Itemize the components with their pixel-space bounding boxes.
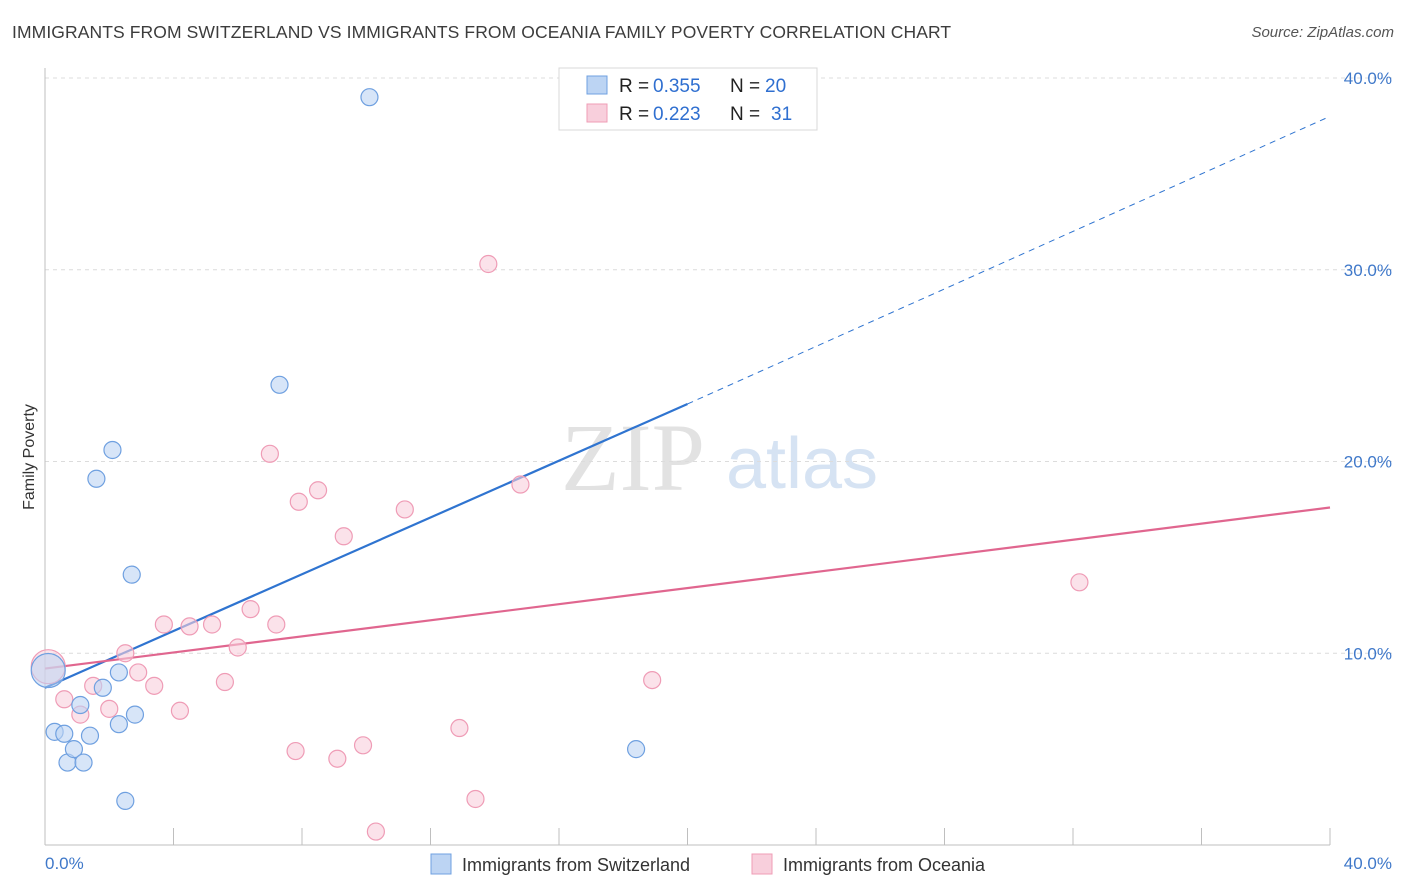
data-point-oceania [202, 615, 222, 634]
data-point-oceania [334, 527, 353, 546]
data-point-oceania [286, 741, 305, 761]
data-point-switzerland [122, 565, 141, 584]
trend-lines [44, 115, 1331, 689]
data-point-switzerland [87, 469, 106, 488]
data-point-oceania [395, 500, 414, 519]
y-tick-label: 10.0% [1344, 644, 1392, 663]
x-tick-label-min: 0.0% [45, 854, 84, 873]
data-point-oceania [215, 672, 234, 692]
data-point-switzerland [125, 705, 145, 724]
legend-swatch-oceania [751, 853, 773, 875]
data-point-oceania [129, 663, 148, 682]
data-point-oceania [1070, 573, 1089, 592]
stats-legend: R = 0.355 N = 20 R = 0.223 N = 31 [558, 67, 818, 131]
data-point-oceania [170, 701, 190, 720]
y-tick-label: 40.0% [1344, 69, 1392, 88]
stats-r-label-oceania: R = [619, 104, 649, 125]
stats-r-value-oceania: 0.223 [653, 104, 701, 125]
legend-swatch-switzerland [430, 853, 452, 875]
data-point-switzerland [109, 663, 128, 682]
stats-r-value-switzerland: 0.355 [653, 76, 701, 97]
data-point-switzerland [270, 375, 289, 394]
stats-n-value-switzerland: 20 [765, 76, 786, 97]
stats-n-value-oceania: 31 [771, 104, 792, 125]
data-point-oceania [241, 600, 260, 619]
legend-label-switzerland: Immigrants from Switzerland [462, 855, 690, 875]
gridlines [45, 77, 1392, 654]
data-point-switzerland [80, 726, 100, 745]
data-point-oceania [154, 615, 173, 634]
data-point-switzerland [30, 652, 66, 689]
data-points [30, 88, 1089, 841]
y-axis-label: Family Poverty [21, 404, 38, 510]
data-point-oceania [55, 690, 74, 709]
trend-extension-0 [687, 115, 1331, 405]
data-point-oceania [479, 254, 498, 274]
y-tick-label: 30.0% [1344, 261, 1392, 280]
data-point-oceania [180, 617, 199, 636]
data-point-oceania [366, 822, 385, 841]
data-point-oceania [450, 718, 469, 738]
y-tick-labels: 10.0% 20.0% 30.0% 40.0% [1344, 69, 1392, 663]
data-point-oceania [466, 789, 485, 809]
data-point-oceania [353, 736, 373, 755]
x-tick-label-max: 40.0% [1344, 854, 1392, 873]
data-point-switzerland [626, 740, 646, 759]
series-legend: Immigrants from Switzerland Immigrants f… [430, 853, 986, 875]
data-point-oceania [643, 670, 662, 690]
stats-swatch-oceania [586, 103, 608, 123]
stats-swatch-switzerland [586, 75, 608, 95]
stats-r-label-switzerland: R = [619, 76, 649, 97]
data-point-oceania [289, 492, 308, 511]
data-point-oceania [328, 749, 347, 768]
stats-n-label-switzerland: N = [730, 76, 760, 97]
data-point-oceania [260, 444, 279, 463]
data-point-switzerland [360, 88, 379, 107]
x-axis-ticks [173, 828, 1331, 845]
data-point-switzerland [116, 791, 135, 810]
data-point-oceania [145, 676, 164, 695]
data-point-switzerland [71, 695, 90, 715]
data-point-oceania [511, 475, 530, 494]
data-point-switzerland [55, 724, 74, 743]
data-point-switzerland [103, 440, 122, 460]
watermark: ZIP atlas [561, 404, 878, 511]
data-point-oceania [308, 481, 328, 500]
y-tick-label: 20.0% [1344, 453, 1392, 472]
data-point-oceania [228, 638, 247, 657]
trend-line-0 [44, 402, 688, 689]
data-point-switzerland [93, 678, 112, 697]
data-point-switzerland [109, 715, 128, 734]
legend-label-oceania: Immigrants from Oceania [783, 855, 986, 875]
watermark-zip: ZIP [561, 404, 705, 511]
data-point-switzerland [64, 740, 84, 759]
data-point-oceania [267, 615, 286, 634]
stats-n-label-oceania: N = [730, 104, 760, 125]
data-point-oceania [116, 644, 135, 663]
source-credit: Source: ZipAtlas.com [1251, 24, 1394, 41]
chart-title: IMMIGRANTS FROM SWITZERLAND VS IMMIGRANT… [12, 22, 952, 42]
watermark-atlas: atlas [726, 424, 878, 504]
trend-line-1 [44, 506, 1331, 670]
data-point-switzerland [74, 753, 93, 772]
data-point-oceania [100, 699, 119, 718]
